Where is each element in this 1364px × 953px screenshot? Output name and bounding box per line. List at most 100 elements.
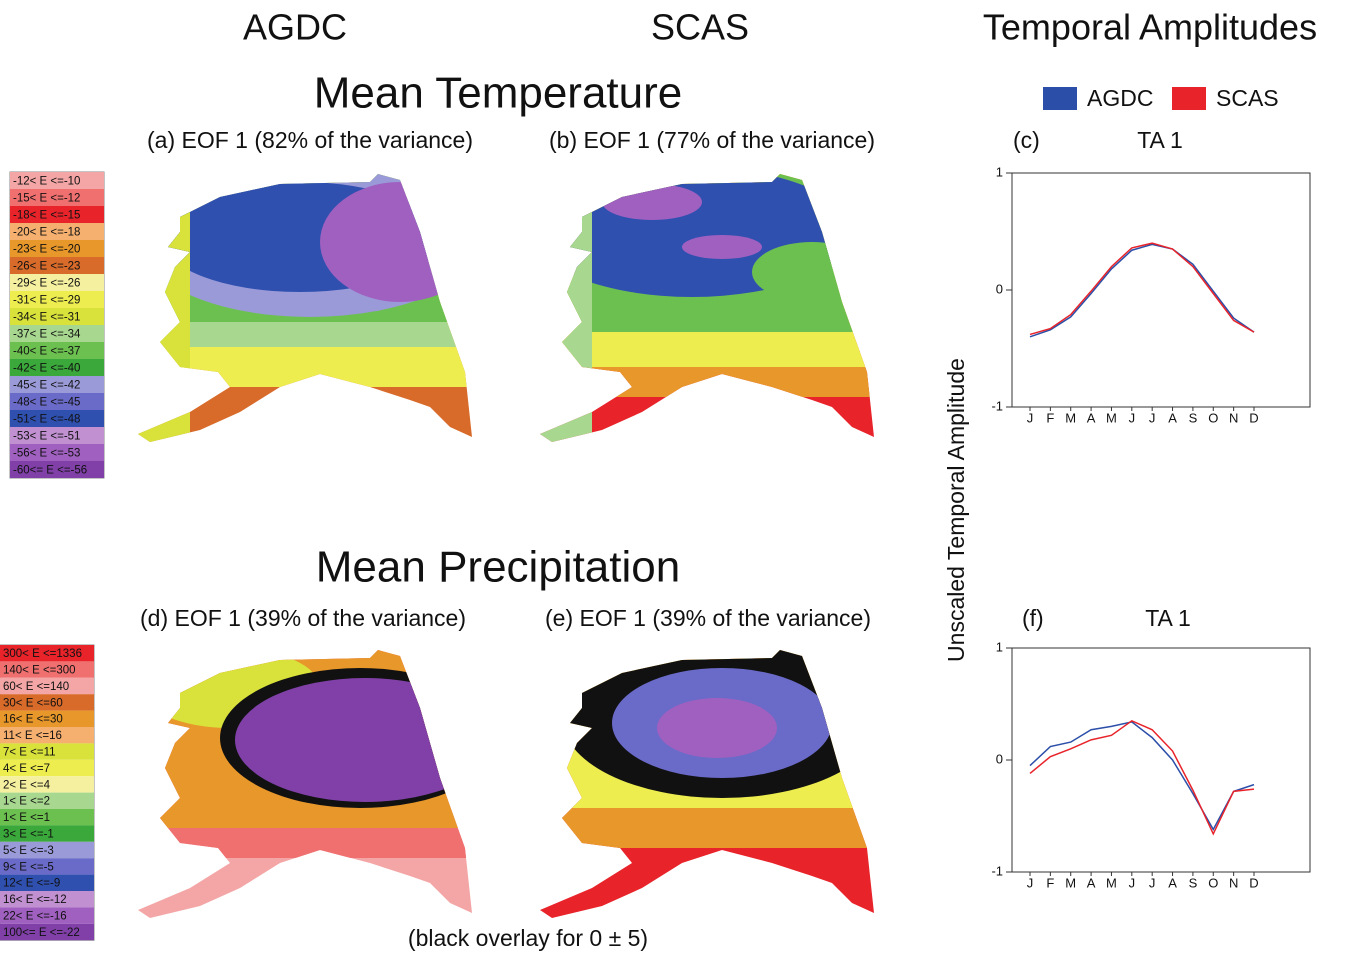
legend-label: 5< E <=-3 — [3, 845, 54, 857]
legend-swatch — [10, 274, 104, 291]
legend-swatch — [0, 645, 94, 662]
legend-label: -37< E <=-34 — [13, 328, 81, 340]
legend-swatch — [0, 743, 94, 760]
legend-swatch — [0, 710, 94, 727]
x-tick-label: D — [1249, 410, 1258, 425]
legend-label: SCAS — [1216, 85, 1279, 111]
legend-swatch — [10, 206, 104, 223]
legend-label: 16< E <=30 — [3, 714, 63, 726]
x-tick-label: J — [1149, 410, 1156, 425]
x-tick-label: D — [1249, 875, 1258, 890]
x-tick-label: F — [1046, 410, 1054, 425]
legend-swatch — [10, 257, 104, 274]
legend-swatch — [0, 759, 94, 777]
x-tick-label: N — [1229, 410, 1238, 425]
legend-swatch — [0, 792, 94, 809]
x-tick-label: M — [1106, 875, 1117, 890]
column-header: AGDC — [243, 7, 347, 48]
legend-label: 3< E <=-1 — [3, 828, 54, 840]
legend-swatch — [0, 874, 94, 891]
x-tick-label: J — [1027, 410, 1034, 425]
x-tick-label: S — [1189, 875, 1198, 890]
legend-swatch — [10, 444, 104, 461]
legend-swatch — [0, 809, 94, 826]
x-tick-label: J — [1149, 875, 1156, 890]
legend-label: 7< E <=11 — [3, 746, 56, 758]
legend-label: 100<= E <=-22 — [3, 927, 80, 939]
panel-title: (d) EOF 1 (39% of the variance) — [140, 605, 466, 631]
legend-swatch — [0, 907, 94, 924]
y-tick-label: -1 — [991, 863, 1003, 878]
legend-label: 4< E <=7 — [3, 763, 50, 775]
legend-swatch — [0, 776, 94, 793]
legend-swatch — [0, 858, 94, 875]
section-title: Mean Precipitation — [316, 543, 680, 592]
legend-swatch — [0, 661, 94, 678]
panel-label: (c) — [1013, 127, 1040, 153]
legend-swatch — [0, 841, 94, 859]
legend-label: -23< E <=-20 — [13, 243, 80, 255]
panel-title: (b) EOF 1 (77% of the variance) — [549, 127, 875, 153]
plot-frame — [1011, 172, 1311, 408]
legend-label: 140< E <=300 — [3, 664, 76, 676]
legend-swatch — [10, 172, 104, 189]
chart-title: TA 1 — [1137, 127, 1183, 153]
series-line — [1029, 243, 1255, 338]
panel-title: (a) EOF 1 (82% of the variance) — [147, 127, 473, 153]
legend-label: -18< E <=-15 — [13, 209, 80, 221]
x-tick-label: F — [1046, 875, 1054, 890]
x-tick-label: J — [1027, 875, 1034, 890]
legend-label: -48< E <=-45 — [13, 396, 80, 408]
legend-swatch — [10, 308, 104, 325]
x-tick-label: O — [1208, 410, 1218, 425]
legend-label: 12< E <=-9 — [3, 878, 60, 890]
legend-swatch — [10, 342, 104, 359]
legend-label: -34< E <=-31 — [13, 311, 80, 323]
series-line — [1029, 242, 1255, 336]
legend-label: -56< E <=-53 — [13, 447, 80, 459]
column-header: Temporal Amplitudes — [983, 7, 1317, 48]
y-tick-label: 0 — [996, 751, 1003, 766]
series-line — [1029, 719, 1255, 836]
map — [138, 174, 472, 442]
legend-swatch — [1172, 87, 1206, 110]
legend-label: -51< E <=-48 — [13, 413, 80, 425]
legend-swatch — [0, 891, 94, 908]
legend-swatch — [10, 291, 104, 308]
legend-swatch — [0, 727, 94, 744]
y-tick-label: 1 — [996, 164, 1003, 179]
legend-swatch — [10, 461, 104, 478]
legend-label: -26< E <=-23 — [13, 260, 80, 272]
legend-label: -45< E <=-42 — [13, 379, 80, 391]
x-tick-label: N — [1229, 875, 1238, 890]
legend-label: 1< E <=1 — [3, 812, 50, 824]
legend-label: -12< E <=-10 — [13, 175, 80, 187]
x-tick-label: J — [1129, 875, 1136, 890]
x-tick-label: O — [1208, 875, 1218, 890]
legend-label: -20< E <=-18 — [13, 226, 80, 238]
legend-label: AGDC — [1087, 85, 1153, 111]
x-tick-label: M — [1065, 875, 1076, 890]
legend-label: 9< E <=-5 — [3, 861, 54, 873]
y-tick-label: 1 — [996, 639, 1003, 654]
panel-label: (f) — [1022, 605, 1044, 631]
legend-swatch — [10, 359, 104, 376]
column-header: SCAS — [651, 7, 749, 48]
legend-label: 22< E <=-16 — [3, 910, 67, 922]
legend-label: 300< E <=1336 — [3, 648, 82, 660]
legend-swatch — [0, 694, 94, 711]
y-tick-label: -1 — [991, 398, 1003, 413]
legend-label: -60<= E <=-56 — [13, 464, 87, 476]
legend-label: -42< E <=-40 — [13, 362, 80, 374]
legend-swatch — [10, 427, 104, 444]
legend-swatch — [0, 677, 94, 695]
legend-label: 60< E <=140 — [3, 681, 69, 693]
x-tick-label: A — [1168, 410, 1177, 425]
legend-label: 11< E <=16 — [3, 730, 62, 742]
legend-label: -15< E <=-12 — [13, 192, 80, 204]
legend-swatch — [10, 325, 104, 342]
note: (black overlay for 0 ± 5) — [408, 925, 648, 951]
legend-swatch — [10, 393, 104, 410]
